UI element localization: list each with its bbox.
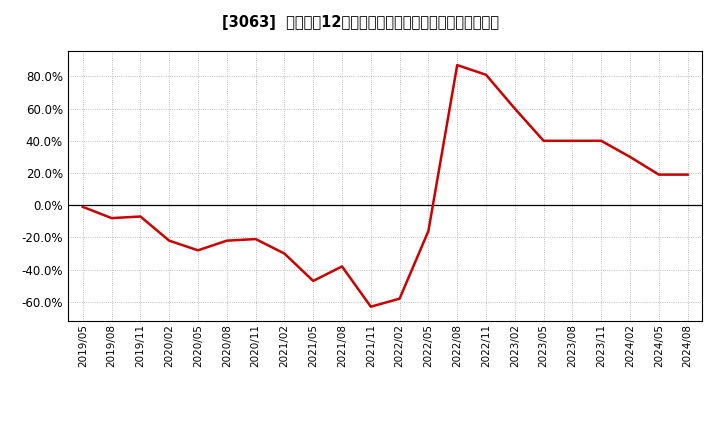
Text: [3063]  売上高の12か月移動合計の対前年同期増減率の推移: [3063] 売上高の12か月移動合計の対前年同期増減率の推移 <box>222 15 498 30</box>
